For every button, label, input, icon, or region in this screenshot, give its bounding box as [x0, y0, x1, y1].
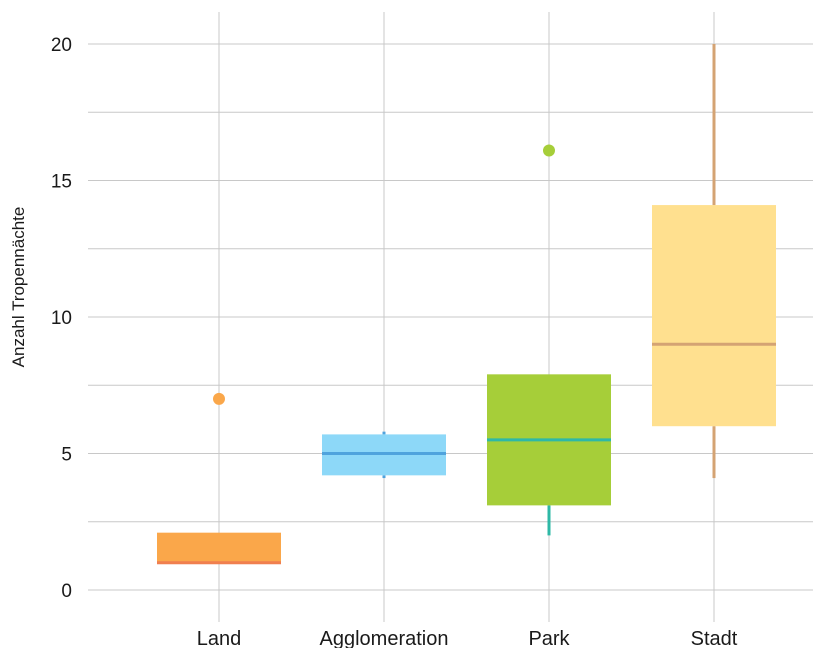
y-axis-title: Anzahl Tropennächte	[9, 207, 28, 368]
axis-labels: Anzahl Tropennächte 0 5 10 15 20 Land Agglomer…	[9, 35, 738, 648]
y-tick-label: 5	[61, 445, 72, 466]
box-stadt	[652, 44, 776, 479]
y-tick-label: 20	[51, 35, 72, 56]
box-land	[157, 392, 281, 565]
y-tick-label: 10	[51, 308, 72, 329]
box-agglomeration	[322, 431, 446, 479]
box-park	[487, 144, 611, 536]
outlier-point	[213, 392, 225, 405]
x-category-label: Land	[197, 628, 242, 648]
y-tick-label: 0	[61, 581, 72, 602]
box-iqr	[157, 532, 281, 563]
x-category-label: Park	[528, 628, 570, 648]
box-iqr	[652, 205, 776, 427]
box-series	[157, 44, 776, 565]
x-category-label: Agglomeration	[320, 628, 449, 648]
outlier-point	[543, 144, 555, 157]
x-category-label: Stadt	[691, 628, 738, 648]
y-tick-label: 15	[51, 172, 72, 193]
